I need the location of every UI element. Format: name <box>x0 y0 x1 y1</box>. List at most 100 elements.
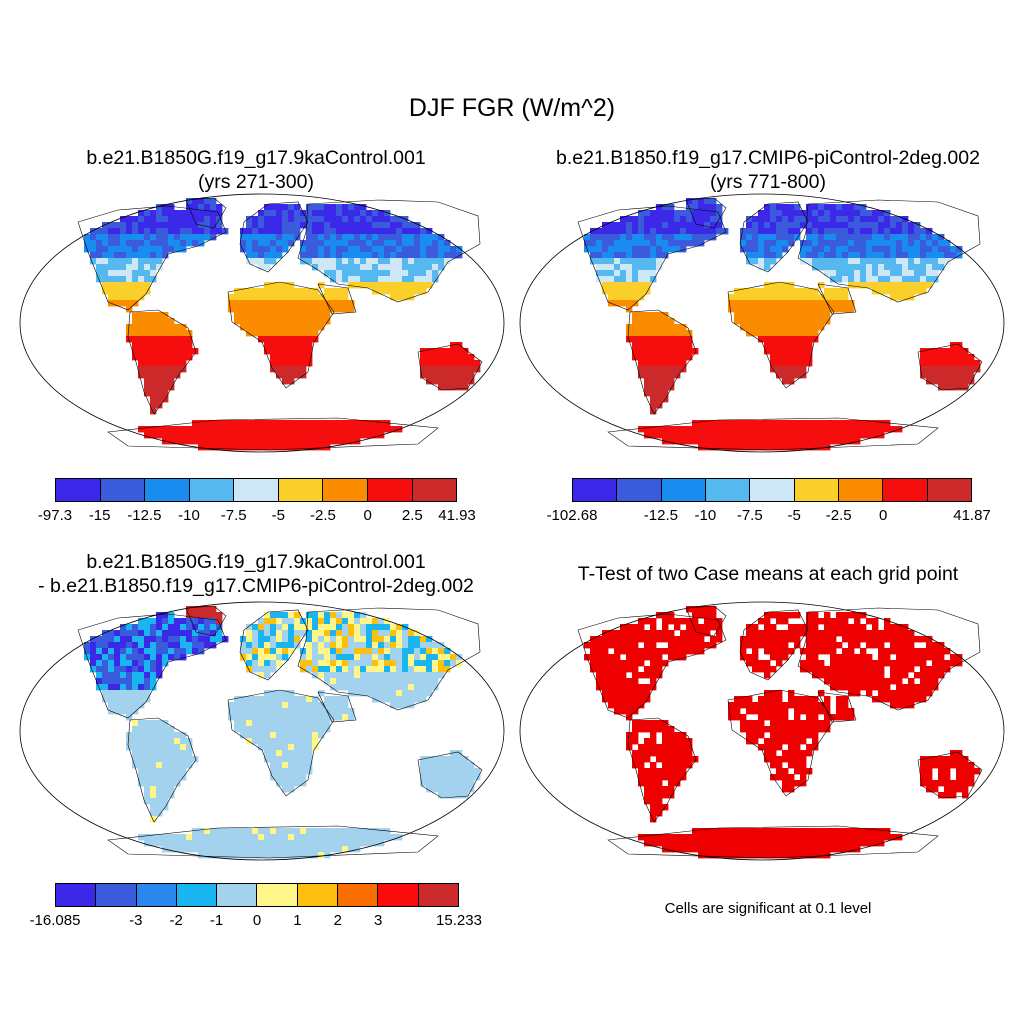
grid-cell <box>180 618 187 625</box>
grid-cell <box>408 696 415 703</box>
grid-cell <box>222 636 229 643</box>
grid-cell <box>656 840 663 847</box>
grid-cell <box>728 426 735 433</box>
grid-cell <box>282 618 289 625</box>
grid-cell <box>644 840 651 847</box>
grid-cell <box>782 210 789 217</box>
grid-cell <box>426 234 433 241</box>
grid-cell <box>656 660 663 667</box>
grid-cell <box>824 834 831 841</box>
grid-cell <box>848 246 855 253</box>
grid-cell <box>324 612 331 619</box>
grid-cell <box>384 210 391 217</box>
grid-cell <box>956 780 963 787</box>
grid-cell <box>644 750 651 757</box>
colorbar-swatch <box>100 479 146 501</box>
grid-cell <box>366 258 373 265</box>
grid-cell <box>848 258 855 265</box>
grid-cell <box>956 378 963 385</box>
grid-cell <box>132 690 139 697</box>
grid-cell <box>890 252 897 259</box>
grid-cell <box>108 252 115 259</box>
grid-cell <box>312 204 319 211</box>
grid-cell <box>180 240 187 247</box>
grid-cell <box>294 726 301 733</box>
grid-cell <box>276 444 283 451</box>
grid-cell <box>818 312 825 319</box>
grid-cell <box>836 258 843 265</box>
grid-cell <box>614 690 621 697</box>
grid-cell <box>788 444 795 451</box>
grid-cell <box>620 300 627 307</box>
colorbar-swatch <box>96 884 137 906</box>
grid-cell <box>258 720 265 727</box>
grid-cell <box>932 348 939 355</box>
grid-cell <box>854 216 861 223</box>
grid-cell <box>342 252 349 259</box>
grid-cell <box>288 714 295 721</box>
grid-cell <box>180 636 187 643</box>
grid-cell <box>312 216 319 223</box>
grid-cell <box>264 618 271 625</box>
grid-cell <box>668 630 675 637</box>
grid-cell <box>818 258 825 265</box>
grid-cell <box>656 756 663 763</box>
grid-cell <box>276 780 283 787</box>
grid-cell <box>878 660 885 667</box>
grid-cell <box>782 318 789 325</box>
grid-cell <box>644 276 651 283</box>
grid-cell <box>288 720 295 727</box>
grid-cell <box>270 246 277 253</box>
grid-cell <box>120 228 127 235</box>
grid-cell <box>770 228 777 235</box>
grid-cell <box>848 276 855 283</box>
grid-cell <box>114 270 121 277</box>
grid-cell <box>812 234 819 241</box>
grid-cell <box>854 672 861 679</box>
grid-cell <box>258 744 265 751</box>
grid-cell <box>872 666 879 673</box>
grid-cell <box>650 816 657 823</box>
grid-cell <box>186 624 193 631</box>
grid-cell <box>836 618 843 625</box>
grid-cell <box>282 834 289 841</box>
grid-cell <box>312 666 319 673</box>
grid-cell <box>602 252 609 259</box>
grid-cell <box>156 762 163 769</box>
grid-cell <box>132 762 139 769</box>
grid-cell <box>270 342 277 349</box>
grid-cell <box>854 246 861 253</box>
grid-cell <box>234 438 241 445</box>
grid-cell <box>276 840 283 847</box>
grid-cell <box>408 282 415 289</box>
grid-cell <box>926 690 933 697</box>
grid-cell <box>456 768 463 775</box>
grid-cell <box>294 762 301 769</box>
grid-cell <box>270 726 277 733</box>
grid-cell <box>818 246 825 253</box>
grid-cell <box>366 432 373 439</box>
grid-cell <box>782 234 789 241</box>
grid-cell <box>150 636 157 643</box>
grid-cell <box>824 270 831 277</box>
grid-cell <box>644 744 651 751</box>
grid-cell <box>432 756 439 763</box>
grid-cell <box>656 402 663 409</box>
grid-cell <box>306 354 313 361</box>
grid-cell <box>282 246 289 253</box>
grid-cell <box>228 432 235 439</box>
grid-cell <box>746 828 753 835</box>
grid-cell <box>378 834 385 841</box>
grid-cell <box>270 744 277 751</box>
grid-cell <box>198 642 205 649</box>
grid-cell <box>168 624 175 631</box>
grid-cell <box>456 246 463 253</box>
grid-cell <box>240 306 247 313</box>
grid-cell <box>132 228 139 235</box>
grid-cell <box>902 264 909 271</box>
grid-cell <box>162 330 169 337</box>
grid-cell <box>264 828 271 835</box>
grid-cell <box>450 246 457 253</box>
grid-cell <box>704 198 711 205</box>
grid-cell <box>276 426 283 433</box>
